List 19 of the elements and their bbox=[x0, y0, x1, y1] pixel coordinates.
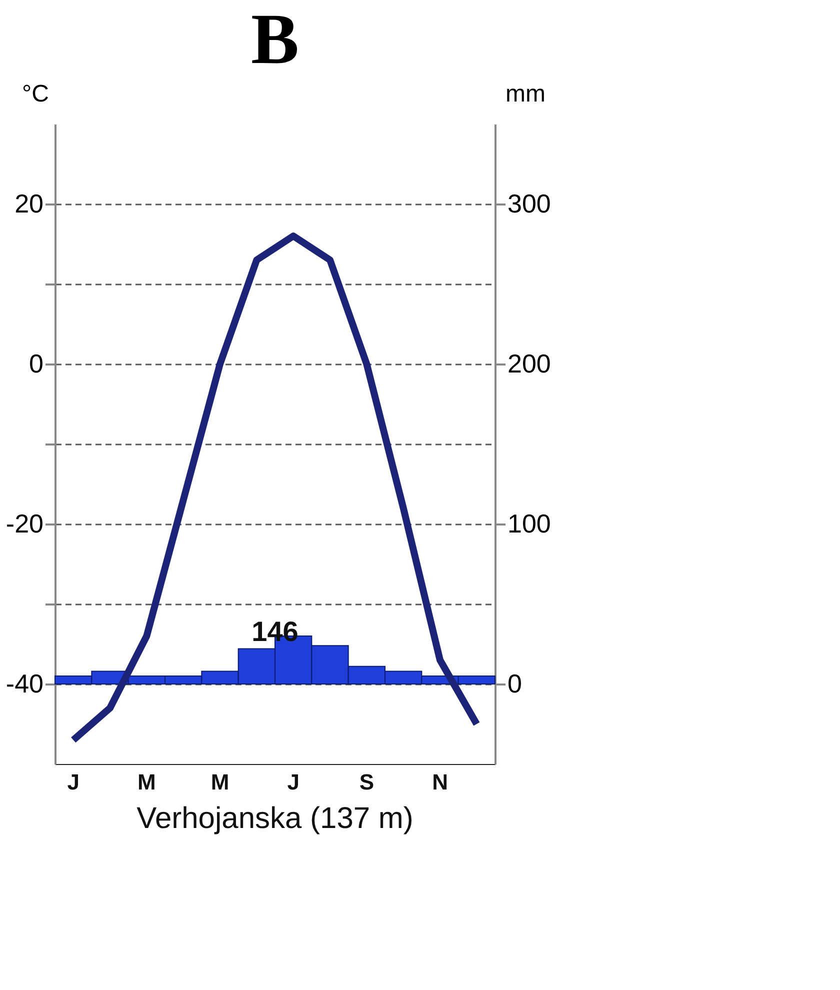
annotation: 146 bbox=[252, 616, 298, 647]
y2-tick-label: 300 bbox=[508, 188, 551, 218]
x-tick-label: M bbox=[210, 770, 230, 794]
y2-tick-label: 0 bbox=[508, 668, 522, 698]
x-tick-label: M bbox=[138, 770, 156, 794]
chart-title: B bbox=[250, 0, 300, 79]
y-tick-label: 0 bbox=[29, 348, 44, 378]
x-tick-label: J bbox=[67, 770, 80, 794]
y-tick-label: -20 bbox=[6, 508, 44, 538]
text: Verhojanska (137 m) bbox=[136, 802, 414, 835]
y-tick-label: -40 bbox=[6, 668, 44, 698]
y-tick-label: 20 bbox=[14, 188, 44, 218]
y2-tick-label: 200 bbox=[508, 348, 551, 378]
x-tick-label: J bbox=[287, 770, 300, 794]
y2-tick-label: 100 bbox=[508, 508, 551, 538]
y2-axis-title: mm bbox=[506, 80, 546, 108]
y-axis-title: °C bbox=[22, 80, 49, 108]
x-tick-label: N bbox=[432, 770, 448, 794]
x-tick-label: S bbox=[359, 770, 374, 794]
